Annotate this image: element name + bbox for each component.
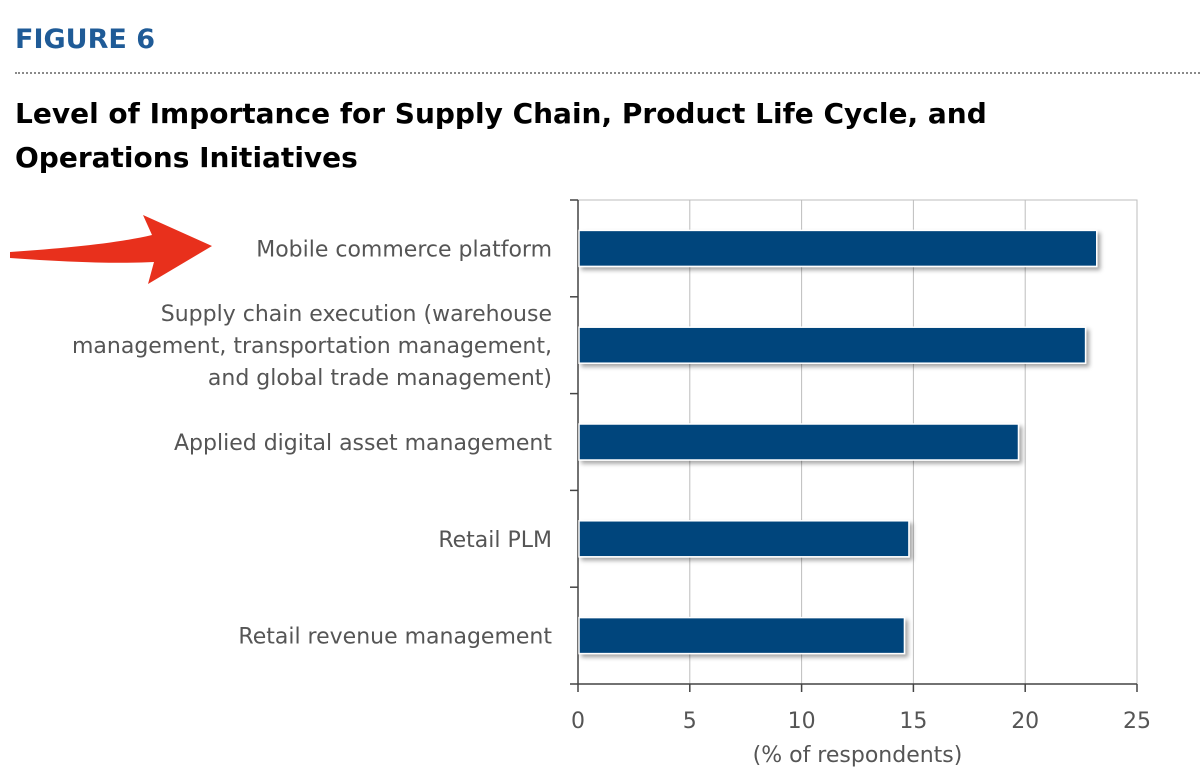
- x-tick-label: 20: [1011, 709, 1039, 734]
- chart-title: Level of Importance for Supply Chain, Pr…: [15, 97, 987, 174]
- x-tick-label: 10: [788, 709, 816, 734]
- x-tick-label: 0: [571, 709, 585, 734]
- x-tick-label: 5: [683, 709, 697, 734]
- x-tick-labels: 0 5 10 15 20 25: [571, 709, 1151, 734]
- highlight-arrow-icon: [10, 215, 212, 284]
- axes: [570, 199, 1138, 692]
- category-label: Retail PLM: [438, 528, 552, 553]
- category-labels: Mobile commerce platform Supply chain exe…: [72, 237, 552, 649]
- x-tick-label: 25: [1123, 709, 1151, 734]
- bar: [578, 423, 1020, 461]
- bar: [578, 616, 906, 655]
- category-label: Retail revenue management: [238, 625, 552, 650]
- category-label: Applied digital asset management: [174, 431, 552, 456]
- bar: [578, 229, 1098, 268]
- bar: [578, 520, 910, 558]
- category-label: Mobile commerce platform: [256, 237, 552, 262]
- header-divider: [15, 72, 1200, 74]
- category-label: Supply chain execution (warehouse managem…: [72, 302, 552, 391]
- bar: [578, 326, 1087, 364]
- figure-label: FIGURE 6: [15, 24, 155, 55]
- bars: [578, 229, 1098, 655]
- x-tick-label: 15: [899, 709, 927, 734]
- x-axis-label: (% of respondents): [753, 743, 963, 768]
